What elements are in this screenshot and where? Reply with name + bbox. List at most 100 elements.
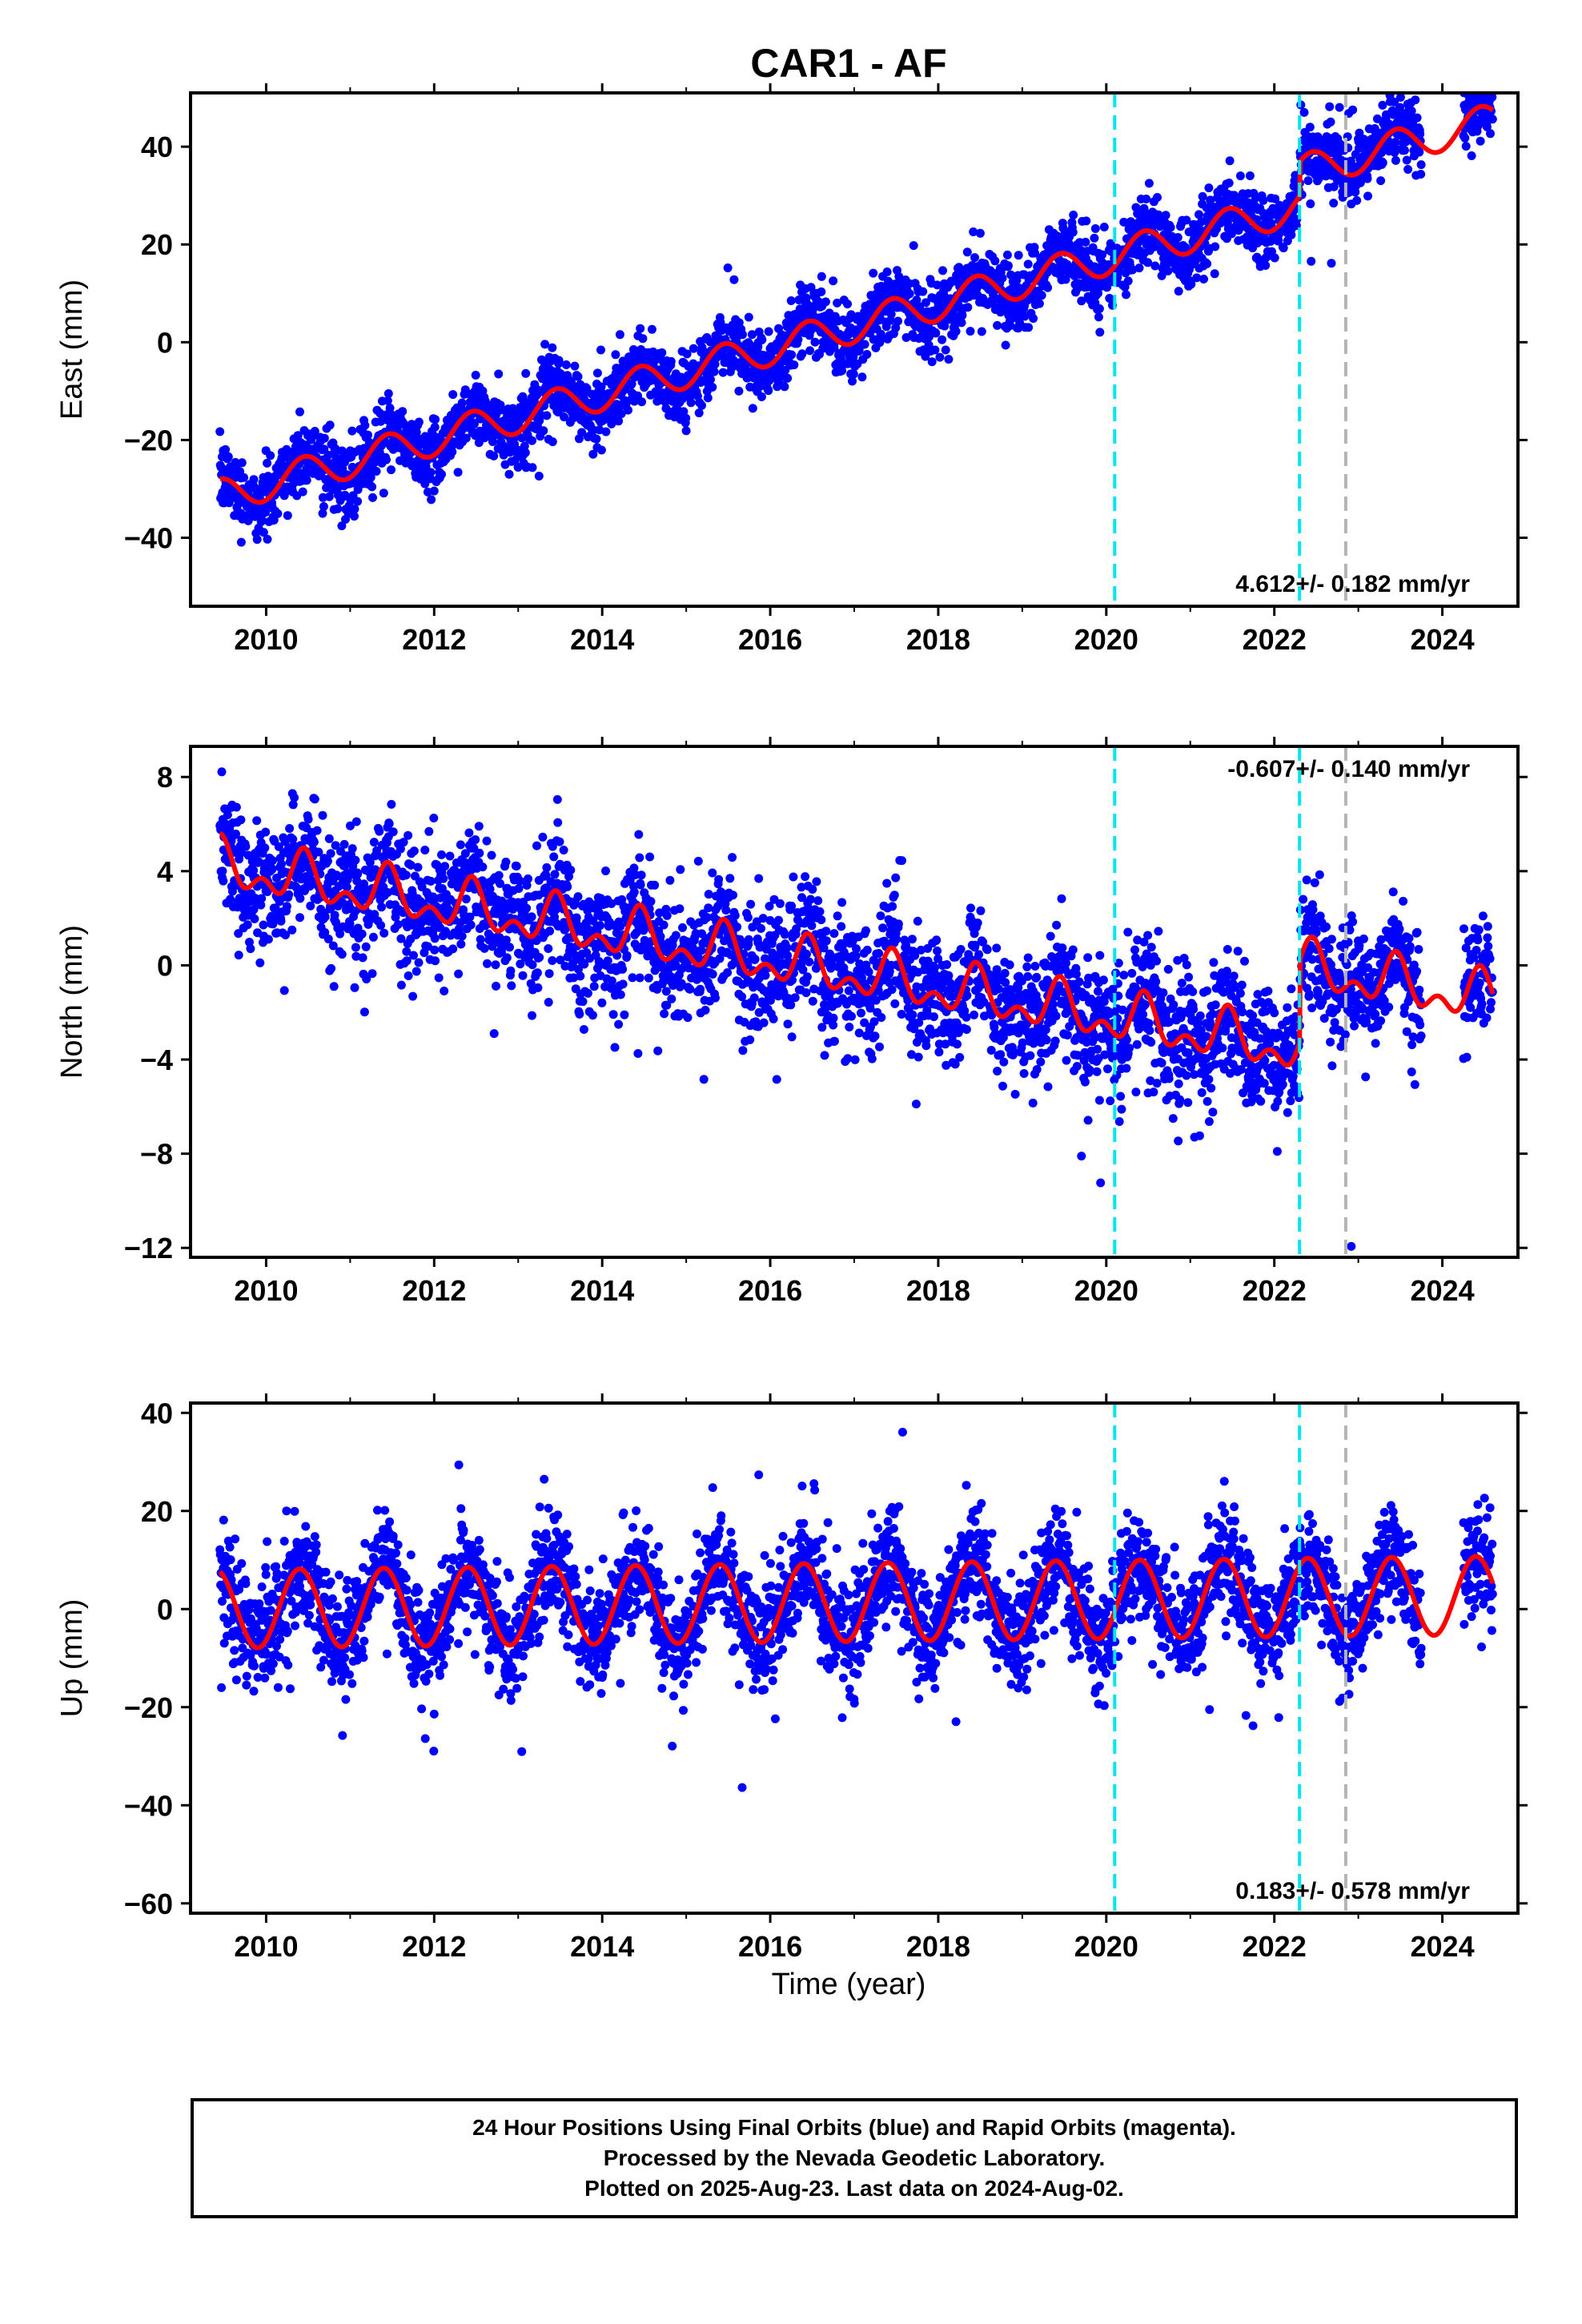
north-data-point xyxy=(629,887,639,897)
east-data-point xyxy=(857,372,867,382)
north-data-point xyxy=(483,959,492,968)
east-data-point xyxy=(1261,261,1271,270)
east-data-point xyxy=(1123,276,1133,286)
north-data-point xyxy=(393,920,403,929)
north-data-point xyxy=(271,903,280,913)
north-data-point xyxy=(337,950,347,959)
north-data-point xyxy=(246,944,255,954)
north-data-point xyxy=(608,1010,618,1019)
north-data-point xyxy=(440,987,449,995)
east-data-point xyxy=(1467,151,1476,160)
east-data-point xyxy=(368,493,377,502)
east-data-point xyxy=(534,472,544,480)
north-data-point xyxy=(725,874,735,883)
north-data-point xyxy=(351,855,360,865)
north-data-point xyxy=(352,876,362,886)
east-data-point xyxy=(661,397,670,407)
north-data-point xyxy=(729,891,737,900)
north-data-point xyxy=(646,897,656,907)
east-data-point xyxy=(1363,174,1372,183)
north-data-point xyxy=(268,856,277,866)
east-data-point xyxy=(933,280,942,290)
north-data-point xyxy=(552,794,562,804)
east-data-point xyxy=(912,296,921,305)
north-data-point xyxy=(772,1075,781,1084)
east-data-point xyxy=(469,419,479,428)
east-data-point xyxy=(1182,215,1191,225)
east-data-point xyxy=(1460,133,1470,143)
east-data-point xyxy=(453,468,463,477)
north-data-point xyxy=(579,1025,588,1034)
east-data-point xyxy=(1486,129,1495,139)
east-data-point xyxy=(1105,294,1114,303)
east-data-point xyxy=(614,416,624,426)
east-data-point xyxy=(1024,323,1034,332)
east-data-point xyxy=(747,330,757,340)
north-data-point xyxy=(347,844,357,854)
north-data-point xyxy=(671,931,681,940)
north-data-point xyxy=(563,882,572,891)
east-data-point xyxy=(1094,312,1103,322)
east-data-point xyxy=(1002,250,1012,259)
east-data-point xyxy=(1077,296,1086,306)
east-data-point xyxy=(638,334,648,344)
north-data-point xyxy=(339,839,349,849)
north-data-point xyxy=(610,1043,620,1052)
north-data-point xyxy=(263,935,273,944)
east-data-point xyxy=(666,356,676,366)
east-data-point xyxy=(387,465,396,475)
east-data-point xyxy=(681,426,691,436)
east-data-point xyxy=(1416,160,1426,170)
north-data-point xyxy=(336,846,345,856)
east-data-point xyxy=(1150,261,1160,271)
north-data-point xyxy=(506,966,516,975)
north-data-point xyxy=(368,932,378,942)
east-data-point xyxy=(1235,171,1245,181)
east-data-point xyxy=(1327,259,1336,268)
east-data-point xyxy=(1211,242,1220,251)
east-data-point xyxy=(876,329,885,339)
east-data-point xyxy=(363,430,372,440)
east-data-point xyxy=(990,256,1000,266)
east-data-point xyxy=(957,318,966,328)
east-data-point xyxy=(1402,155,1411,165)
east-data-point xyxy=(921,298,930,308)
east-data-point xyxy=(1090,233,1099,243)
east-data-point xyxy=(1326,117,1335,127)
east-data-point xyxy=(554,356,564,365)
east-data-point xyxy=(849,369,858,379)
east-data-point xyxy=(940,321,950,331)
north-data-point xyxy=(618,979,628,989)
north-data-point xyxy=(323,935,333,943)
north-data-point xyxy=(694,954,704,963)
north-data-point xyxy=(714,875,724,884)
east-data-point xyxy=(657,348,667,357)
east-data-point xyxy=(1122,290,1130,300)
east-data-point xyxy=(1488,115,1497,124)
east-data-point xyxy=(353,497,363,506)
east-data-point xyxy=(977,327,986,336)
east-data-point xyxy=(797,349,807,359)
north-data-point xyxy=(254,857,263,866)
north-data-point xyxy=(404,971,413,980)
north-data-point xyxy=(288,834,298,844)
north-data-point xyxy=(711,993,720,1003)
north-data-point xyxy=(628,973,637,983)
east-data-point xyxy=(1391,138,1400,147)
east-data-point xyxy=(360,420,370,430)
north-data-point xyxy=(465,912,475,922)
north-data-point xyxy=(226,895,235,904)
north-data-point xyxy=(402,956,412,966)
east-data-point xyxy=(1043,283,1053,292)
north-data-point xyxy=(429,814,439,822)
north-data-point xyxy=(353,870,363,879)
north-data-point xyxy=(533,983,543,992)
east-x-tick-label: 2010 xyxy=(234,623,298,656)
north-data-point xyxy=(326,849,335,858)
north-data-point xyxy=(439,874,448,883)
east-data-point xyxy=(588,449,598,459)
east-data-point xyxy=(682,349,692,359)
east-data-point xyxy=(520,448,530,457)
north-data-point xyxy=(693,856,703,866)
east-data-point xyxy=(383,389,393,398)
